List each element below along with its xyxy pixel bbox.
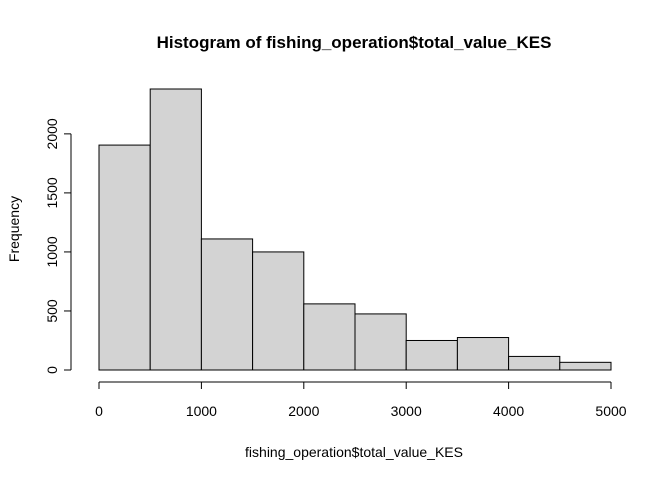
y-tick-label: 1500 — [44, 177, 60, 208]
histogram-bar — [149, 88, 202, 371]
x-tick-label: 0 — [95, 403, 103, 419]
y-axis: 0 500 1000 1500 2000 — [44, 118, 72, 374]
histogram-bar — [98, 144, 151, 371]
y-tick-label: 500 — [44, 299, 60, 323]
x-tick-label: 5000 — [595, 403, 626, 419]
y-tick-label: 1000 — [44, 236, 60, 267]
histogram-bar — [200, 238, 254, 371]
histogram-bar — [405, 339, 458, 371]
x-axis-label: fishing_operation$total_value_KES — [245, 444, 463, 460]
histogram-bar — [508, 355, 561, 371]
bars-group — [98, 88, 612, 371]
histogram-bar — [303, 303, 356, 371]
y-tick-label: 2000 — [44, 118, 60, 149]
histogram-bar — [354, 313, 407, 371]
x-axis: 0 1000 2000 3000 4000 5000 — [95, 381, 627, 419]
histogram-bar — [456, 337, 510, 371]
histogram-bar — [559, 361, 612, 371]
histogram-bar — [252, 251, 305, 371]
y-tick-label: 0 — [44, 366, 60, 374]
x-tick-label: 3000 — [391, 403, 422, 419]
chart-title: Histogram of fishing_operation$total_val… — [157, 33, 552, 52]
x-tick-label: 2000 — [288, 403, 319, 419]
y-axis-label: Frequency — [6, 196, 22, 262]
x-tick-label: 1000 — [186, 403, 217, 419]
x-tick-label: 4000 — [493, 403, 524, 419]
